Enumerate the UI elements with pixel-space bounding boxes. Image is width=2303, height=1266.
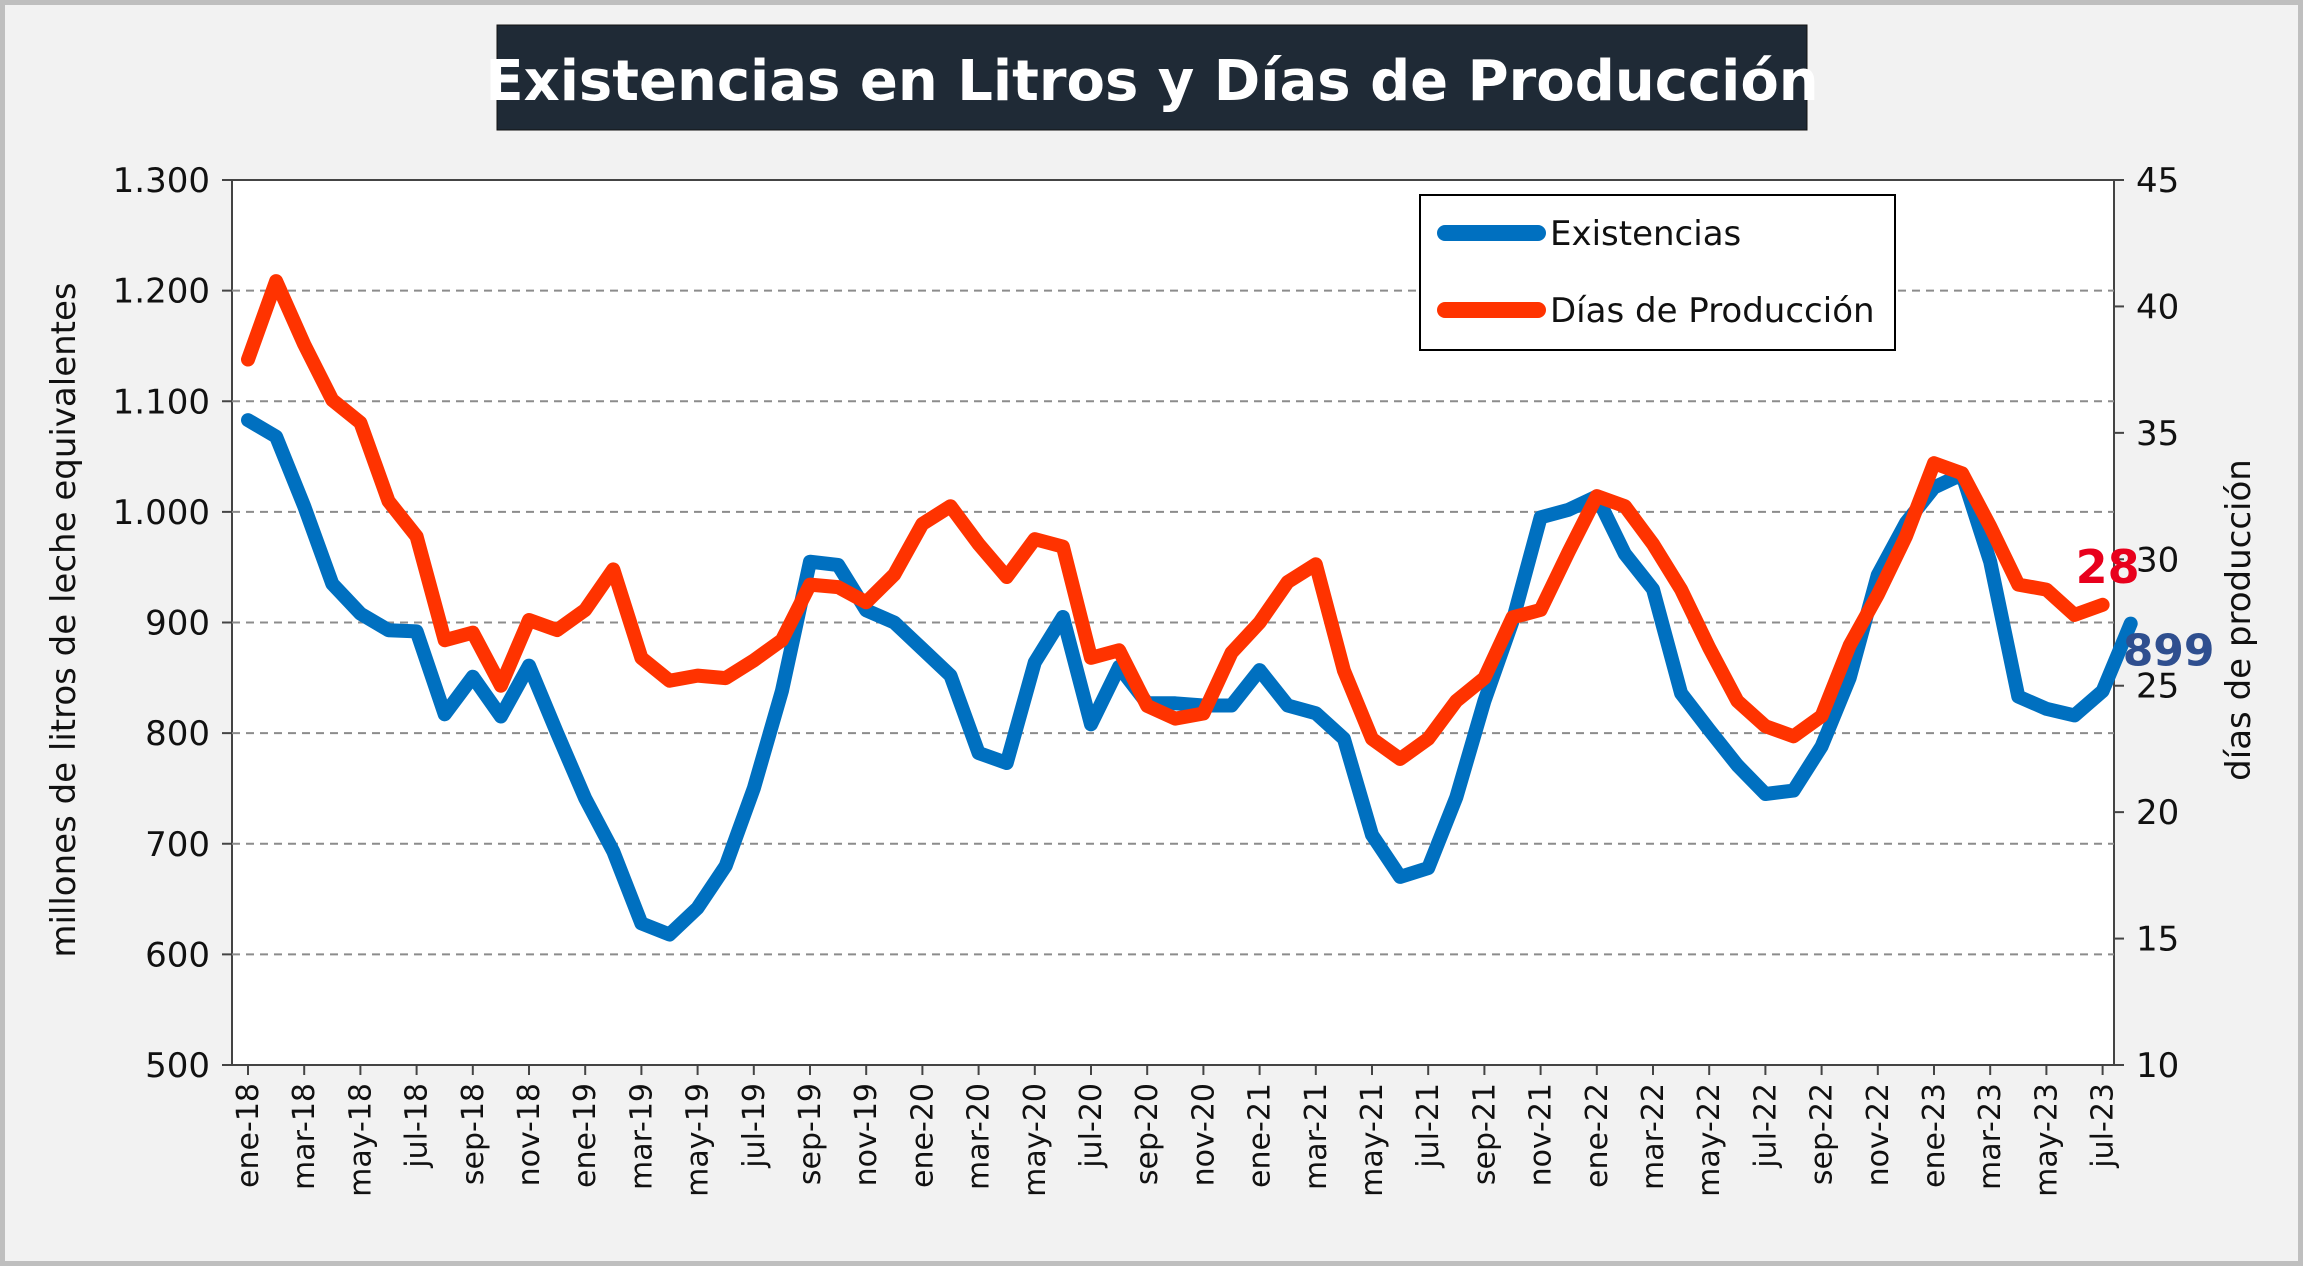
x-tick-label: mar-19 (624, 1083, 659, 1190)
x-axis-ticks: ene-18 mar-18 may-18 jul-18 sep-18 nov-18 ene-… (231, 1065, 2121, 1197)
left-tick-label: 1.300 (113, 161, 210, 201)
dias-produccion-line (241, 274, 2110, 766)
chart-title-text: Existencias en Litros y Días de Producci… (485, 49, 1818, 114)
x-tick-label: may-19 (681, 1083, 716, 1197)
x-tick-label: sep-18 (456, 1083, 491, 1185)
existencias-line (241, 413, 2138, 942)
x-tick-label: sep-19 (793, 1083, 828, 1185)
legend-box (1419, 194, 1896, 351)
x-tick-label: nov-19 (849, 1083, 884, 1186)
x-tick-label: may-21 (1355, 1083, 1390, 1197)
x-tick-label: jul-23 (2086, 1083, 2121, 1169)
x-tick-label: may-22 (1692, 1083, 1727, 1197)
x-tick-label: jul-21 (1411, 1083, 1446, 1169)
x-tick-label: ene-23 (1917, 1083, 1952, 1188)
x-tick-label: mar-22 (1636, 1083, 1671, 1190)
x-tick-label: jul-18 (400, 1083, 435, 1169)
right-tick-label: 30 (2136, 540, 2179, 580)
right-tick-label: 20 (2136, 793, 2179, 833)
x-tick-label: may-20 (1018, 1083, 1053, 1197)
dias-end-label: 28 (2076, 540, 2140, 594)
left-tick-label: 700 (145, 825, 210, 865)
left-tick-label: 1.200 (113, 272, 210, 312)
chart-title-box (496, 24, 1808, 131)
x-tick-label: mar-23 (1973, 1083, 2008, 1190)
x-tick-label: sep-21 (1467, 1083, 1502, 1185)
x-tick-label: ene-19 (568, 1083, 603, 1188)
left-tick-label: 800 (145, 714, 210, 754)
x-tick-label: may-23 (2029, 1083, 2064, 1197)
x-tick-label: jul-22 (1748, 1083, 1783, 1169)
left-tick-label: 900 (145, 604, 210, 644)
series-layer (241, 274, 2138, 942)
x-tick-label: mar-18 (287, 1083, 322, 1190)
x-tick-label: nov-21 (1524, 1083, 1559, 1186)
x-tick-label: may-18 (343, 1083, 378, 1197)
chart-title: Existencias en Litros y Días de Producci… (485, 24, 1819, 131)
right-axis-ticks: 10 15 20 25 30 35 40 45 (2114, 161, 2179, 1086)
right-tick-label: 45 (2136, 161, 2179, 201)
existencias-end-label: 899 (2123, 626, 2215, 677)
x-tick-label: jul-19 (737, 1083, 772, 1169)
legend-label-dias: Días de Producción (1550, 291, 1875, 331)
legend: Existencias Días de Producción (1419, 194, 1896, 351)
legend-label-existencias: Existencias (1550, 214, 1741, 254)
x-tick-label: ene-18 (231, 1083, 266, 1188)
x-tick-label: nov-22 (1861, 1083, 1896, 1186)
right-tick-label: 15 (2136, 920, 2179, 960)
left-axis-label: millones de litros de leche equivalentes (44, 282, 84, 957)
left-tick-label: 600 (145, 935, 210, 975)
x-tick-label: nov-18 (512, 1083, 547, 1186)
x-tick-label: nov-20 (1186, 1083, 1221, 1186)
x-tick-label: ene-20 (905, 1083, 940, 1188)
x-tick-label: jul-20 (1074, 1083, 1109, 1169)
left-tick-label: 1.000 (113, 493, 210, 533)
right-tick-label: 40 (2136, 287, 2179, 327)
x-tick-label: ene-21 (1243, 1083, 1278, 1188)
x-tick-label: mar-20 (962, 1083, 997, 1190)
right-tick-label: 10 (2136, 1046, 2179, 1086)
x-tick-label: ene-22 (1580, 1083, 1615, 1188)
x-tick-label: sep-22 (1805, 1083, 1840, 1185)
left-axis-ticks: 500 600 700 800 900 1.000 1.100 1.200 1.300 (113, 161, 232, 1086)
left-tick-label: 1.100 (113, 382, 210, 422)
left-tick-label: 500 (145, 1046, 210, 1086)
x-tick-label: mar-21 (1299, 1083, 1334, 1190)
right-tick-label: 25 (2136, 667, 2179, 707)
x-tick-label: sep-20 (1130, 1083, 1165, 1185)
right-tick-label: 35 (2136, 414, 2179, 454)
right-axis-label: días de producción (2219, 459, 2259, 781)
